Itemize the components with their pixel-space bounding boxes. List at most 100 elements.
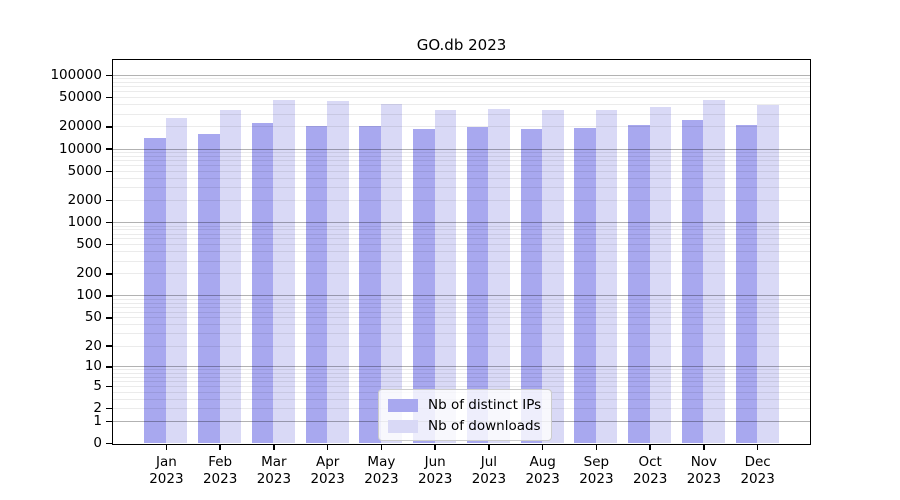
bar-distinct-ips-dec [735, 124, 758, 443]
x-tick-label: Jul 2023 [471, 453, 507, 487]
gridline-minor [113, 78, 810, 80]
gridline-minor [113, 82, 810, 84]
bar-distinct-ips-nov [681, 119, 704, 443]
gridline-minor [113, 170, 810, 172]
x-tick-mark [434, 445, 436, 450]
x-tick-mark [595, 445, 598, 450]
x-tick-label: Sep 2023 [579, 453, 614, 487]
bar-distinct-ips-oct [628, 124, 650, 443]
gridline-minor [113, 151, 810, 153]
bar-distinct-ips-aug [520, 128, 543, 443]
gridline-minor [113, 302, 810, 304]
gridline-minor [113, 86, 810, 88]
x-tick-label: Dec 2023 [740, 453, 775, 487]
y-tick-label: 0 [93, 435, 102, 451]
x-tick-label: Mar 2023 [256, 453, 292, 487]
y-tick-mark [106, 366, 112, 368]
bar-downloads-jul [488, 108, 510, 443]
gridline-minor [113, 317, 810, 319]
legend-label: Nb of distinct IPs [428, 397, 542, 413]
legend: Nb of distinct IPs Nb of downloads [378, 389, 553, 441]
y-tick-label: 500 [76, 236, 102, 253]
bar-distinct-ips-jul [466, 126, 489, 443]
gridline-minor [113, 225, 810, 227]
gridline-minor [113, 298, 810, 300]
y-tick-mark [106, 273, 112, 275]
y-tick-label: 10 [84, 358, 102, 375]
bar-downloads-aug [542, 109, 564, 443]
gridline-minor [113, 369, 810, 371]
gridline-minor [113, 311, 810, 313]
chart-title: GO.db 2023 [416, 36, 507, 54]
x-tick-mark [756, 445, 759, 450]
y-tick-label: 5 [93, 377, 102, 394]
gridline-minor [113, 244, 810, 246]
bar-downloads-feb [219, 109, 242, 443]
gridline-minor [113, 345, 810, 347]
gridline-minor [113, 251, 810, 253]
y-tick-label: 1000 [67, 214, 102, 231]
distinct-ips-swatch [388, 398, 418, 412]
gridline-major [113, 222, 810, 224]
gridline-minor [113, 233, 810, 235]
gridline-minor [113, 333, 810, 335]
bar-downloads-jan [165, 117, 188, 443]
y-tick-mark [106, 170, 112, 172]
gridline-minor [113, 306, 810, 308]
gridline-minor [113, 380, 810, 382]
y-tick-mark [106, 420, 112, 423]
y-tick-mark [106, 74, 112, 77]
y-tick-mark [106, 244, 112, 246]
y-tick-label: 200 [76, 265, 102, 282]
gridline-minor [113, 126, 810, 128]
y-tick-mark [106, 199, 112, 202]
y-tick-mark [106, 407, 112, 410]
bar-downloads-jun [434, 110, 457, 443]
y-tick-label: 2 [93, 399, 102, 416]
y-tick-mark [106, 295, 112, 297]
y-tick-mark [106, 148, 112, 150]
x-tick-label: Nov 2023 [686, 453, 722, 487]
x-tick-mark [380, 445, 383, 450]
bar-distinct-ips-may [359, 125, 381, 443]
bar-downloads-apr [327, 101, 349, 443]
y-tick-mark [106, 221, 112, 224]
y-tick-mark [106, 126, 112, 128]
bar-distinct-ips-jan [144, 138, 166, 443]
gridline-minor [113, 385, 810, 387]
gridline-minor [113, 177, 810, 179]
x-tick-label: May 2023 [364, 453, 399, 487]
gridline-minor [113, 164, 810, 166]
y-tick-label: 5000 [67, 162, 102, 179]
y-tick-label: 50000 [59, 89, 102, 106]
x-tick-label: Oct 2023 [632, 453, 668, 487]
gridline-minor [113, 91, 810, 93]
x-tick-mark [649, 445, 651, 450]
gridline-minor [113, 155, 810, 157]
bar-downloads-dec [757, 105, 779, 443]
gridline-minor [113, 260, 810, 262]
bar-downloads-sep [595, 110, 618, 443]
gridline-major [113, 366, 810, 368]
y-tick-mark [106, 96, 112, 99]
legend-row: Nb of downloads [388, 418, 541, 434]
y-tick-label: 100 [76, 287, 102, 304]
bar-distinct-ips-feb [198, 133, 220, 443]
gridline-minor [113, 113, 810, 115]
y-tick-label: 2000 [67, 192, 102, 209]
y-tick-label: 100000 [50, 67, 102, 84]
gridline-minor [113, 273, 810, 275]
bar-distinct-ips-jun [413, 129, 435, 443]
bar-downloads-mar [273, 99, 295, 443]
gridline-minor [113, 324, 810, 326]
y-tick-mark [106, 385, 112, 387]
x-tick-label: Feb 2023 [202, 453, 238, 487]
bar-downloads-may [380, 103, 403, 443]
gridline-minor [113, 160, 810, 161]
y-tick-mark [106, 442, 112, 445]
bar-distinct-ips-sep [574, 128, 596, 443]
x-tick-mark [488, 445, 490, 450]
gridline-major [113, 75, 810, 77]
y-tick-mark [106, 317, 112, 319]
